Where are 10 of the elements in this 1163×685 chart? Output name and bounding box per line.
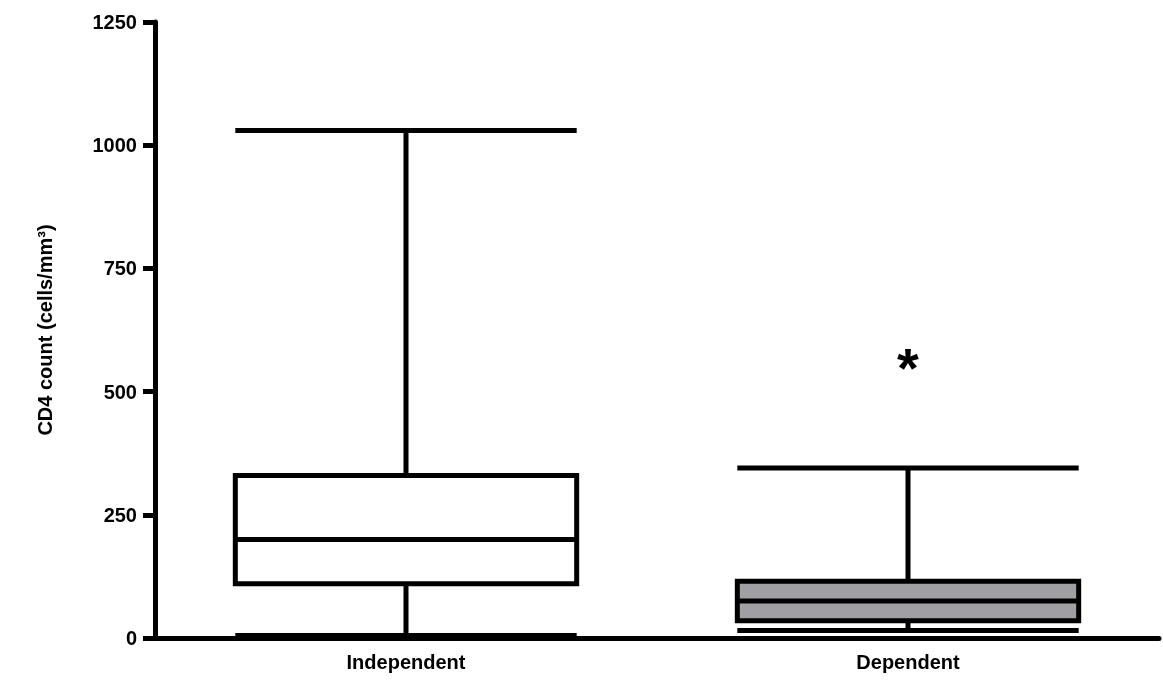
x-tick-label: Independent bbox=[346, 651, 466, 673]
y-tick-label: 750 bbox=[103, 257, 137, 280]
y-tick-label: 1250 bbox=[92, 11, 137, 33]
y-tick-label: 0 bbox=[125, 627, 137, 649]
y-tick-label: 500 bbox=[103, 380, 137, 403]
y-tick-label: 250 bbox=[103, 503, 137, 526]
annotation: * bbox=[897, 336, 920, 400]
x-tick-label: Dependent bbox=[856, 651, 961, 673]
y-tick-label: 1000 bbox=[92, 134, 137, 157]
y-axis-title: CD4 count (cells/mm³) bbox=[34, 224, 56, 436]
